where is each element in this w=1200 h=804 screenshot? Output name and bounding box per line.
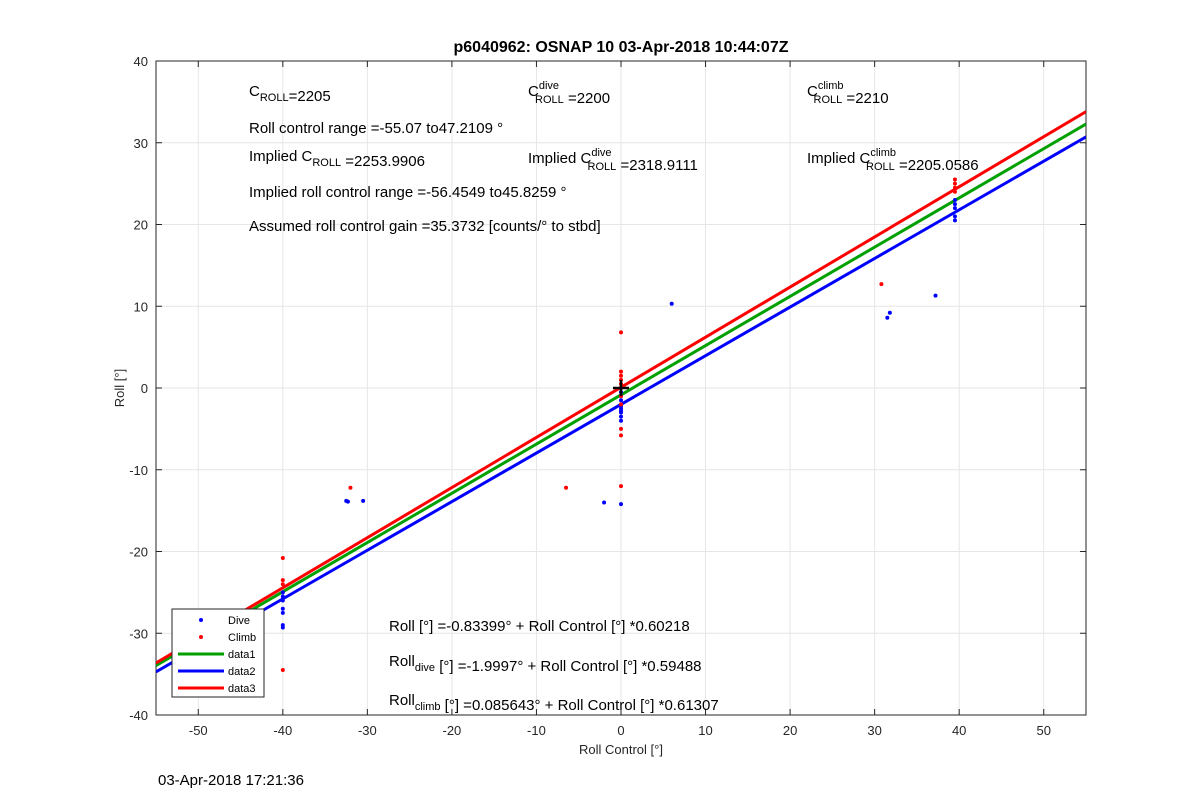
x-tick-label: -50 [189,723,208,738]
y-tick-label: -20 [129,545,148,560]
x-tick-label: 30 [867,723,881,738]
climb-point [952,181,957,186]
x-tick-label: 20 [783,723,797,738]
y-tick-label: 10 [134,299,148,314]
climb-point [619,330,623,335]
y-tick-label: 20 [134,218,148,233]
climb-point [619,433,623,438]
dive-point [619,502,623,507]
dive-point [280,590,285,595]
climb-point [619,426,623,431]
x-tick-label: -40 [273,723,292,738]
gain-annotation: Assumed roll control gain =35.3732 [coun… [249,218,601,235]
climb-point [280,582,285,587]
x-tick-label: 40 [952,723,966,738]
dive-point [619,418,623,423]
dive-point [280,594,285,599]
x-tick-label: -20 [443,723,462,738]
dive-point [280,610,285,615]
climb-point [348,485,353,490]
dive-point [280,598,285,603]
y-tick-label: -10 [129,463,148,478]
implied-c-roll-annotation: Implied CROLL =2253.9906 [249,148,425,170]
legend-label: data1 [228,649,256,661]
dive-point [619,414,623,419]
legend: Dive Climb data1 data2 data3 [171,608,265,698]
dive-point [280,625,285,630]
x-tick-label: 0 [617,723,624,738]
climb-point [952,177,957,182]
dive-point [885,315,890,320]
y-axis-label: Roll [°] [112,369,127,407]
implied-c-roll-dive-annotation: Implied Cdive ROLL =2318.9111 [528,147,698,174]
y-tick-label: 0 [141,381,148,396]
climb-point [619,484,623,489]
implied-c-roll-climb-annotation: Implied Cclimb ROLL =2205.0586 [807,147,979,174]
legend-marker-dive [199,618,203,622]
dive-point [952,206,957,211]
dive-point [933,293,938,298]
c-roll-dive-annotation: Cdive ROLL =2200 [528,80,610,107]
legend-label: data2 [228,666,256,678]
y-tick-label: 30 [134,136,148,151]
c-roll-climb-annotation: Cclimb ROLL =2210 [807,80,889,107]
dive-point [619,398,623,403]
x-axis-label: Roll Control [°] [579,742,663,757]
legend-marker-climb [199,635,203,639]
implied-range-annotation: Implied roll control range =-56.4549 to4… [249,184,566,201]
roll-control-range-annotation: Roll control range =-55.07 to47.2109 ° [249,120,503,137]
plot-frame [155,60,1087,716]
dive-point [952,197,957,202]
dive-point [952,218,957,223]
legend-label: Climb [228,632,256,644]
climb-point [619,373,623,378]
climb-point [952,185,957,190]
dive-point [361,498,366,503]
climb-point [280,578,285,583]
legend-label: Dive [228,615,250,627]
climb-point [619,402,623,407]
print-timestamp: 03-Apr-2018 17:21:36 [158,772,304,789]
fit-all-annotation: Roll [°] =-0.83399° + Roll Control [°] *… [389,618,690,635]
fit-dive-annotation: Rolldive [°] =-1.9997° + Roll Control [°… [389,653,702,675]
dive-point [669,301,674,306]
fit-climb-annotation: Rollclimb [°] =0.085643° + Roll Control … [389,692,719,714]
x-tick-label: 10 [698,723,712,738]
dive-point [619,408,623,413]
x-tick-label: -10 [527,723,546,738]
dive-point [887,310,892,315]
c-roll-annotation: CROLL=2205 [249,83,331,105]
legend-label: data3 [228,683,256,695]
climb-point [564,485,569,490]
y-tick-label: -30 [129,626,148,641]
climb-point [952,189,957,194]
dive-point [345,499,350,504]
dive-point [952,202,957,207]
dive-point [602,500,607,505]
y-tick-label: -40 [129,708,148,723]
climb-point [280,668,285,673]
climb-point [280,556,285,561]
climb-point [879,282,884,287]
y-tick-label: 40 [134,54,148,69]
climb-point [619,369,623,374]
chart-title: p6040962: OSNAP 10 03-Apr-2018 10:44:07Z [454,39,789,56]
x-tick-label: 50 [1036,723,1050,738]
dive-point [952,214,957,219]
dive-point [280,606,285,611]
x-tick-label: -30 [358,723,377,738]
